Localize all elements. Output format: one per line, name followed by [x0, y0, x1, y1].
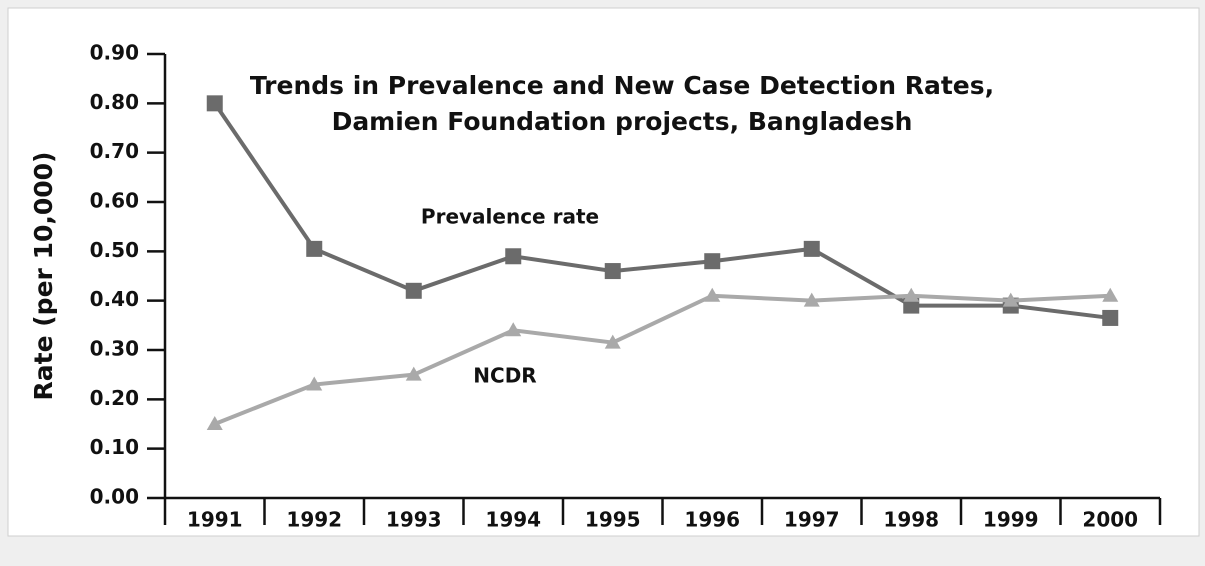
point: [505, 322, 522, 337]
point: [1002, 292, 1019, 307]
x-tick-label: 1999: [983, 508, 1039, 532]
series-line: [213, 102, 1111, 320]
point: [405, 282, 422, 299]
point: [803, 240, 820, 257]
point: [604, 334, 621, 349]
x-tick-label: 1994: [485, 508, 541, 532]
x-tick-label: 1993: [386, 508, 442, 532]
point: [206, 95, 223, 112]
y-axis-label: Rate (per 10,000): [29, 152, 58, 401]
x-tick-label: 1997: [784, 508, 840, 532]
point: [206, 416, 223, 430]
y-tick-label: 0.10: [90, 435, 139, 459]
series-annotation: Prevalence rate: [421, 205, 599, 229]
y-tick-label: 0.30: [90, 337, 139, 361]
series-annotation: NCDR: [473, 364, 536, 388]
point: [505, 248, 522, 265]
panel: [7, 7, 1200, 537]
x-tick-label: 1992: [286, 508, 342, 532]
x-tick-label: 1995: [585, 508, 641, 532]
y-tick-label: 0.40: [90, 287, 139, 311]
x-tick-label: 1991: [187, 508, 243, 532]
y-tick-label: 0.70: [90, 139, 139, 163]
x-tick-label: 1998: [883, 508, 939, 532]
point: [903, 287, 920, 302]
point: [405, 366, 422, 381]
y-tick-label: 0.20: [90, 386, 139, 410]
chart-title: Trends in Prevalence and New Case Detect…: [250, 71, 994, 100]
series-line: [214, 293, 1111, 426]
point: [306, 376, 323, 391]
chart-title: Damien Foundation projects, Bangladesh: [332, 107, 913, 136]
point: [1102, 287, 1119, 302]
y-tick-label: 0.90: [90, 41, 139, 65]
y-tick-label: 0.60: [90, 189, 139, 213]
point: [604, 263, 621, 280]
point: [704, 287, 721, 302]
point: [1102, 309, 1119, 326]
point: [803, 292, 820, 307]
point: [306, 240, 323, 257]
y-tick-label: 0.50: [90, 238, 139, 262]
point: [704, 253, 721, 270]
x-tick-label: 2000: [1082, 508, 1138, 532]
x-tick-label: 1996: [684, 508, 740, 532]
y-tick-label: 0.80: [90, 90, 139, 114]
y-tick-label: 0.00: [90, 485, 139, 509]
